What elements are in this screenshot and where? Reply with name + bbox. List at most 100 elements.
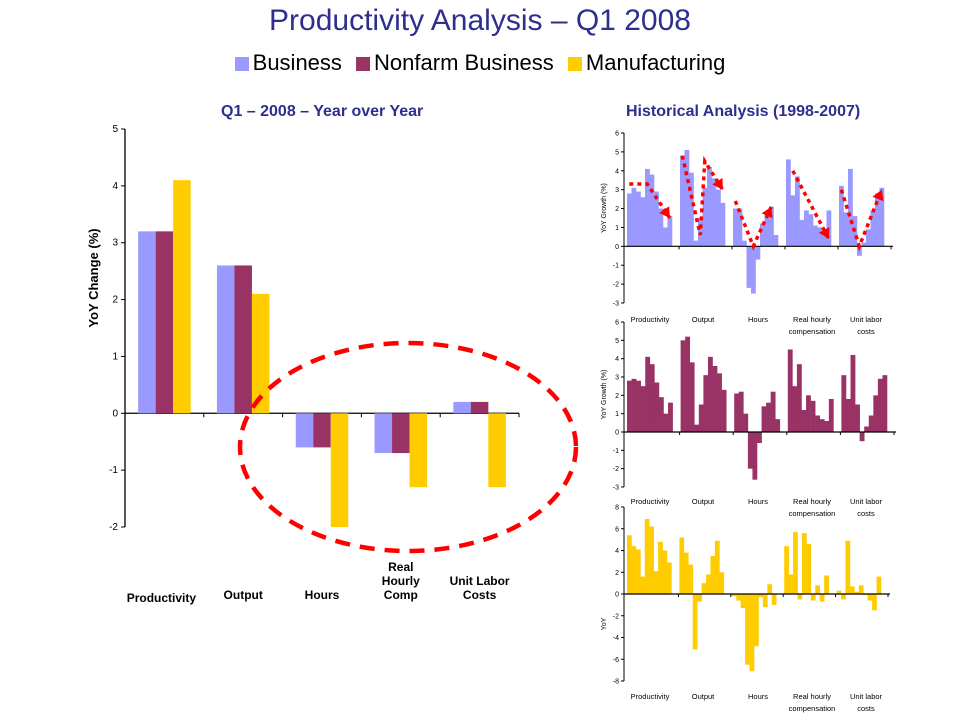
main-bar-chart: -2 -1 0 1 2 3 4 5 YoY Change (%) Productivity Outp… [86,124,579,605]
x-category-label: Real hourly [793,315,831,324]
history-bar [845,540,851,594]
trend-arrow-line [791,169,831,240]
history-bar [662,550,668,594]
history-bar [666,562,672,594]
history-bar [627,380,632,432]
history-bar [828,399,834,432]
legend: Business Nonfarm Business Manufacturing [0,50,960,76]
history-bar [644,518,650,594]
left-panel-title: Q1 – 2008 – Year over Year [221,103,424,120]
x-category-label: Output [692,497,715,506]
bar-manufacturing [251,293,270,414]
y-tick-label: 1 [615,411,619,418]
history-bar [752,432,758,480]
history-bar [808,214,814,247]
history-bar [702,187,708,247]
x-category-label: Productivity [631,315,670,324]
x-category-label: Output [692,315,715,324]
history-bar [806,395,811,432]
history-bar [654,191,659,247]
trend-arrow-line [629,182,672,219]
history-bar [872,594,877,611]
x-category-label: Comp [384,588,418,602]
y-tick-label: 5 [615,149,619,156]
history-bar [649,364,655,432]
history-bar [806,543,812,594]
bar-manufacturing [330,413,349,527]
legend-label-manufacturing: Manufacturing [585,50,726,75]
history-bar [635,549,641,594]
history-bar [796,364,802,432]
history-bar [848,168,853,247]
y-tick-label: 3 [615,187,619,194]
y-tick-label: -2 [613,466,619,473]
history-bar [680,155,685,247]
history-bar [667,216,673,247]
y-tick-label: 1 [615,225,619,232]
history-bar [706,574,711,594]
history-bar [810,594,816,601]
history-bar [749,594,755,672]
x-category-label: Productivity [127,591,197,605]
history-bar [717,373,722,432]
history-bar [658,208,664,247]
history-bar [875,193,880,247]
x-category-label: Output [692,692,715,701]
history-bar [866,229,871,247]
history-bar [757,432,762,443]
history-bar [760,223,765,247]
x-category-label: Real [388,560,413,574]
y-tick-label: 5 [112,124,118,135]
legend-swatch-manufacturing [567,57,582,71]
history-bar [868,415,874,432]
trend-arrow-line [839,189,884,252]
history-bar [649,526,654,594]
history-bar [640,197,646,247]
y-axis-label: YoY [601,617,608,630]
history-bar [786,159,791,247]
legend-item-business: Business [234,50,342,76]
history-bar [882,375,888,432]
history-bar [663,413,669,432]
history-bar [761,406,767,432]
history-bar [746,246,752,288]
history-bar [631,546,637,594]
y-tick-label: -1 [613,263,619,270]
history-bar [742,240,747,247]
history-bar [784,546,789,594]
history-bar [864,426,870,432]
history-bar [819,594,825,602]
bar-nonfarm-business [234,265,252,414]
y-axis-label: YoY Change (%) [86,228,101,327]
history-bar [707,167,712,247]
history-bar [797,594,803,600]
history-bar [801,533,807,594]
history-bar [792,386,798,432]
history-bar [841,594,846,600]
trend-arrow-head [712,178,723,190]
history-bar [849,586,855,594]
y-tick-label: -1 [613,448,619,455]
history-bar [799,219,805,247]
y-tick-label: -3 [613,485,619,492]
x-category-label: Unit labor [850,315,883,324]
history-bar [733,208,738,247]
y-tick-label: 2 [112,295,118,306]
history-bar [857,246,862,256]
history-bar [679,537,685,594]
history-bar [854,591,860,594]
x-category-label: Hourly [382,574,420,588]
history-bar [858,585,864,594]
history-bar [843,212,849,247]
trend-arrow-line [680,155,725,236]
y-tick-label: 8 [615,505,619,512]
history-bar [631,187,637,247]
x-category-label: Costs [463,588,497,602]
history-bar [694,424,700,432]
history-bar [747,432,753,469]
bar-business [295,413,314,448]
history-bar [649,174,655,247]
bar-manufacturing [488,413,506,488]
history-bar [751,246,756,294]
